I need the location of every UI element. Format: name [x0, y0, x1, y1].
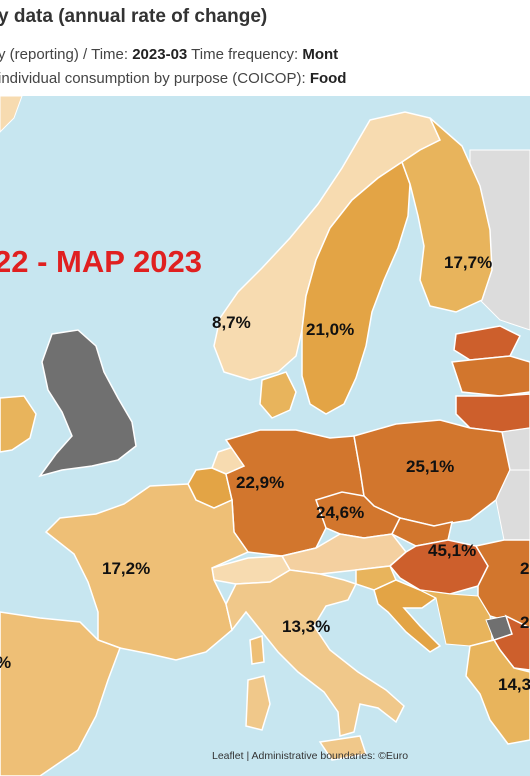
filter-prefix: y (reporting) / Time:	[0, 46, 133, 63]
label-sweden: 21,0%	[306, 320, 354, 339]
region-corsica[interactable]	[249, 634, 265, 665]
label-czechia: 24,6%	[316, 503, 364, 522]
region-sardinia[interactable]	[245, 675, 271, 731]
time-value[interactable]: 2023-03	[132, 46, 188, 63]
region-ukraine	[495, 469, 530, 541]
filter-line-time: y (reporting) / Time: 2023-03 Time frequ…	[0, 46, 338, 63]
dataset-title: y data (annual rate of change)	[0, 6, 268, 27]
region-north-edge[interactable]	[0, 96, 23, 133]
label-finland: 17,7%	[444, 253, 492, 272]
region-sicily[interactable]	[318, 735, 367, 761]
label-greece: 14,3	[498, 675, 530, 694]
coicop-value[interactable]: Food	[309, 70, 347, 87]
filter-mid: Time frequency:	[187, 46, 303, 63]
region-france[interactable]	[44, 483, 250, 661]
overlay-title: 22 - MAP 2023	[0, 244, 202, 279]
label-poland: 25,1%	[406, 457, 454, 476]
coicop-prefix: individual consumption by purpose (COICO…	[0, 70, 310, 87]
label-norway: 8,7%	[212, 313, 251, 332]
label-germany: 22,9%	[236, 473, 284, 492]
label-romania: 2	[520, 559, 529, 578]
map-attribution[interactable]: Leaflet | Administrative boundaries: ©Eu…	[212, 750, 409, 762]
region-sweden[interactable]	[301, 160, 411, 415]
filter-line-coicop: individual consumption by purpose (COICO…	[0, 70, 346, 87]
label-france: 17,2%	[102, 559, 150, 578]
dataset-header: y data (annual rate of change) y (report…	[0, 0, 530, 96]
label-iberia: %	[0, 653, 11, 672]
label-bulgaria: 2	[520, 613, 529, 632]
region-iberia[interactable]	[0, 611, 121, 776]
region-italy[interactable]	[225, 569, 405, 737]
europe-map[interactable]: 22 - MAP 2023 8,7% 21,0% 17,7% 22,9% 25,…	[0, 96, 530, 776]
label-hungary: 45,1%	[428, 541, 476, 560]
region-finland[interactable]	[401, 117, 493, 313]
region-united-kingdom[interactable]	[38, 329, 137, 478]
label-italy: 13,3%	[282, 617, 330, 636]
region-greece[interactable]	[465, 639, 530, 745]
frequency-value[interactable]: Mont	[302, 46, 339, 63]
region-latvia[interactable]	[450, 355, 530, 397]
region-denmark[interactable]	[259, 371, 297, 419]
region-ireland[interactable]	[0, 395, 37, 453]
